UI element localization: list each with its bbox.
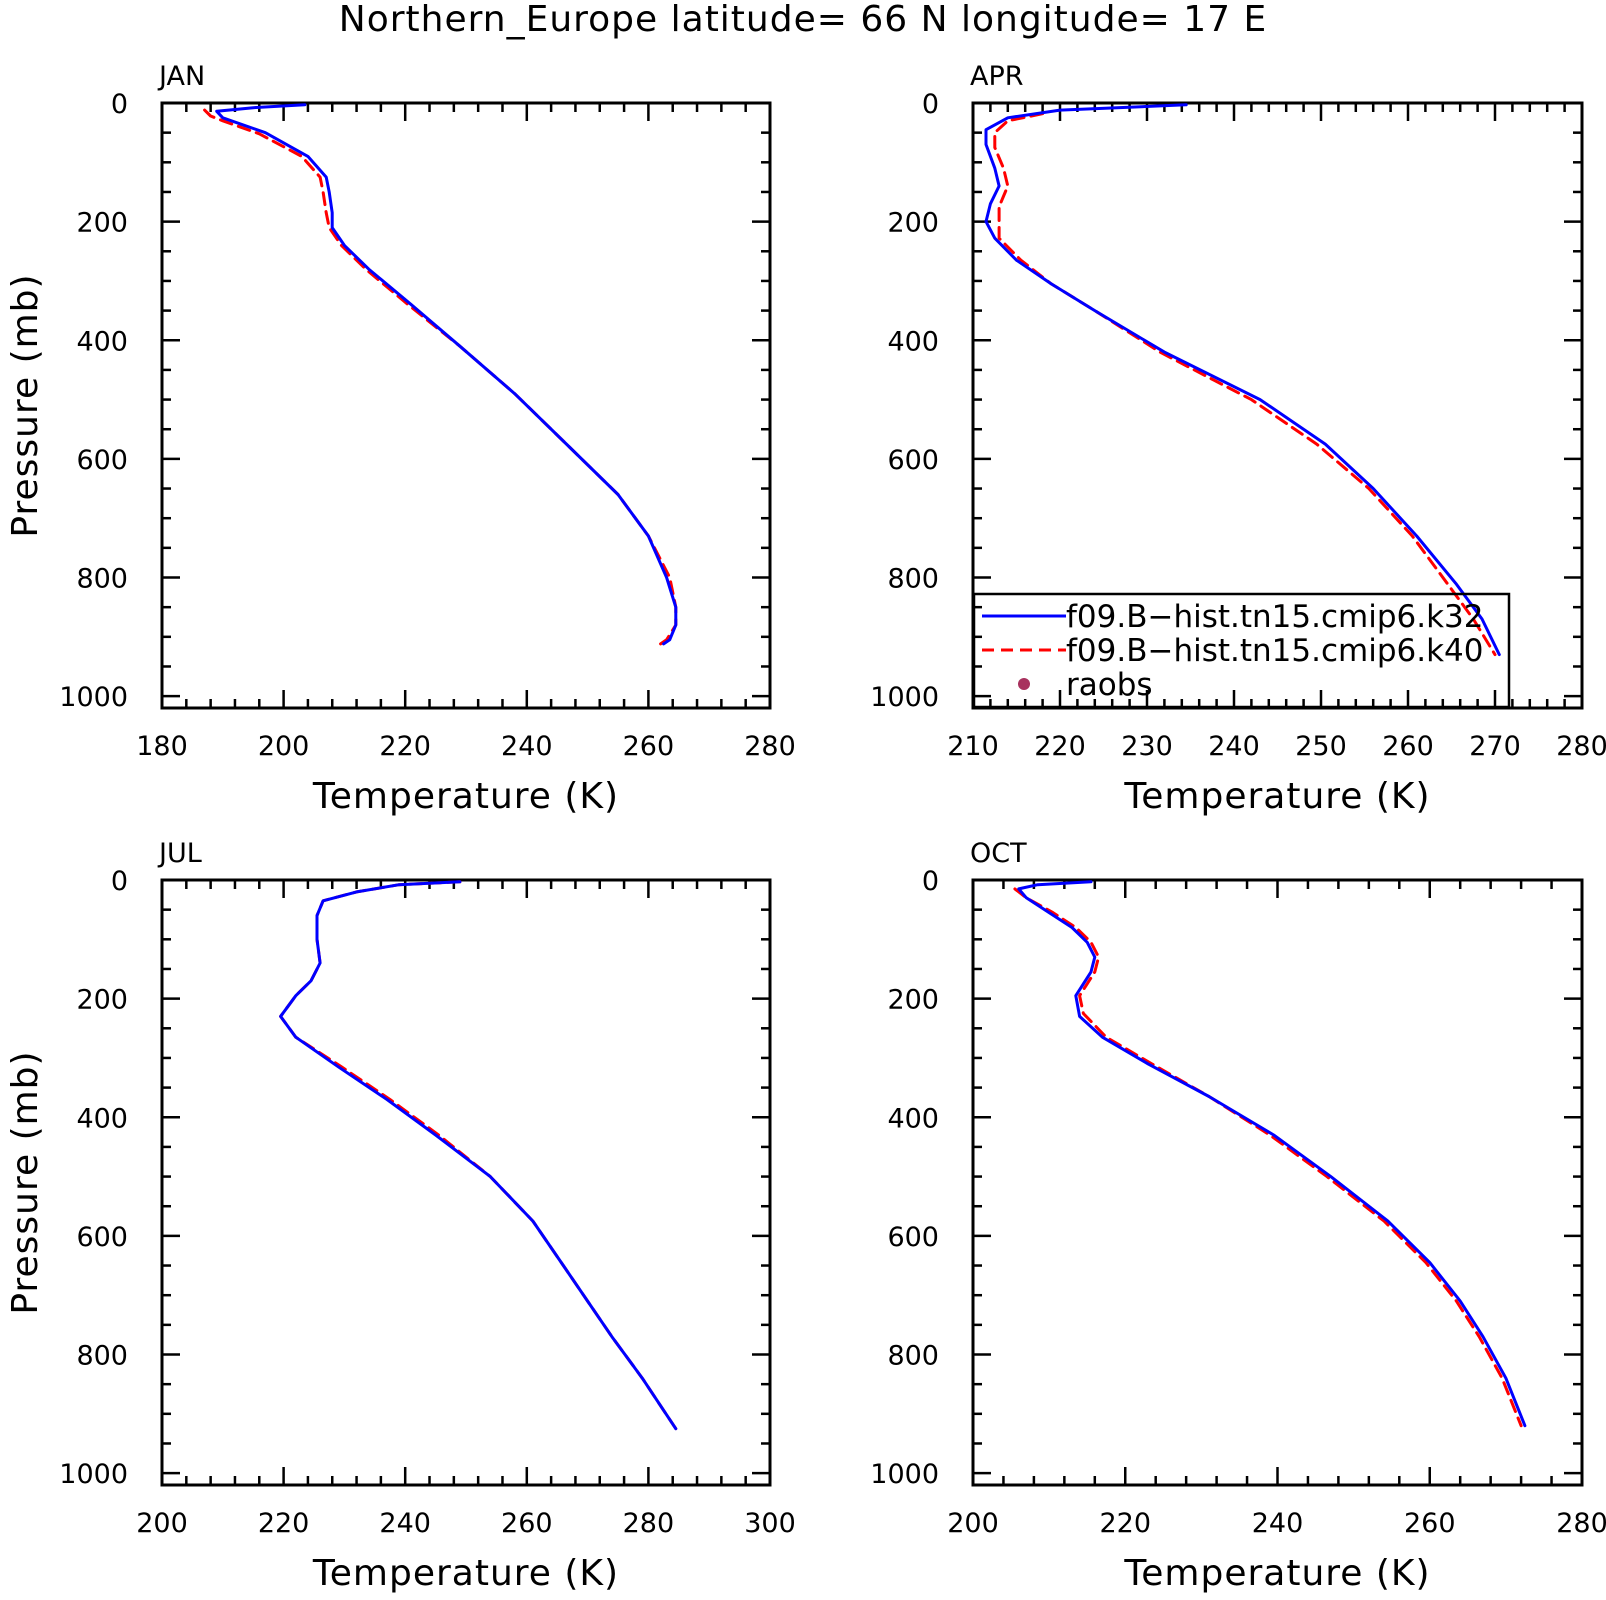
x-tick-label: 300: [744, 1508, 796, 1539]
series-line-k40: [203, 108, 678, 646]
x-tick-label: 210: [947, 731, 999, 762]
x-axis-label: Temperature (K): [1123, 776, 1430, 817]
y-tick-label: 800: [76, 564, 128, 595]
x-tick-label: 240: [1208, 731, 1260, 762]
y-axis-label: Pressure (mb): [5, 273, 46, 537]
y-tick-label: 600: [887, 445, 939, 476]
y-tick-label: 200: [887, 208, 939, 239]
x-tick-label: 280: [623, 1508, 675, 1539]
y-tick-label: 0: [922, 866, 939, 897]
panel-jan: 0 200 400 600 800 1000 180 200 220 240 260 280 JAN Te…: [5, 61, 796, 817]
x-axis-label: Temperature (K): [312, 776, 619, 817]
y-tick-label: 400: [76, 326, 128, 357]
legend-box: [972, 592, 1511, 709]
x-axis-label: Temperature (K): [1123, 1553, 1430, 1594]
x-tick-label: 240: [379, 1508, 431, 1539]
y-tick-label: 1000: [59, 1459, 128, 1490]
y-tick-label: 800: [76, 1341, 128, 1372]
y-tick-label: 200: [76, 208, 128, 239]
panel-label: JAN: [157, 61, 205, 92]
x-tick-label: 220: [379, 731, 431, 762]
plot-frame: [971, 878, 1584, 1487]
y-tick-label: 1000: [59, 682, 128, 713]
x-tick-label: 230: [1121, 731, 1173, 762]
legend-label: f09.B−hist.tn15.cmip6.k32: [1066, 599, 1484, 635]
y-tick-label: 200: [887, 985, 939, 1016]
panel-label: JUL: [157, 838, 202, 869]
y-tick-label: 400: [887, 1103, 939, 1134]
x-tick-label: 200: [136, 1508, 188, 1539]
x-tick-label: 280: [1556, 731, 1606, 762]
legend: f09.B−hist.tn15.cmip6.k32f09.B−hist.tn15…: [972, 592, 1511, 709]
series-line-k40: [1013, 887, 1523, 1428]
x-tick-label: 240: [1252, 1508, 1304, 1539]
x-tick-label: 260: [501, 1508, 553, 1539]
x-tick-label: 260: [1404, 1508, 1456, 1539]
series-line-k32: [984, 103, 1501, 657]
y-tick-label: 400: [76, 1103, 128, 1134]
panel-label: APR: [970, 61, 1024, 92]
y-tick-label: 0: [111, 89, 128, 120]
y-tick-label: 800: [887, 1341, 939, 1372]
x-tick-label: 280: [1556, 1508, 1606, 1539]
legend-marker-raobs: [1018, 678, 1030, 690]
x-tick-label: 200: [947, 1508, 999, 1539]
y-tick-label: 0: [111, 866, 128, 897]
x-tick-label: 220: [1099, 1508, 1151, 1539]
series-line-k32: [279, 880, 678, 1431]
series-line-k32: [1017, 880, 1527, 1428]
y-tick-label: 1000: [870, 682, 939, 713]
x-tick-label: 260: [1382, 731, 1434, 762]
x-tick-label: 280: [744, 731, 796, 762]
panel-label: OCT: [970, 838, 1027, 869]
y-tick-label: 600: [887, 1222, 939, 1253]
plot-frame: [160, 878, 772, 1487]
x-tick-label: 200: [258, 731, 310, 762]
x-tick-label: 270: [1469, 731, 1521, 762]
y-tick-label: 1000: [870, 1459, 939, 1490]
legend-label: f09.B−hist.tn15.cmip6.k40: [1066, 633, 1484, 669]
panel-oct: 0 200 400 600 800 1000 200 220 240 260 280 OCT Tempe…: [870, 838, 1606, 1594]
page-title: Northern_Europe latitude= 66 N longitude…: [338, 0, 1268, 40]
y-tick-label: 200: [76, 985, 128, 1016]
panel-jul: 0 200 400 600 800 1000 200 220 240 260 280 300 JUL Te…: [5, 838, 796, 1594]
panel-apr: 0 200 400 600 800 1000 210 220 230 240 250 260 270 28…: [870, 61, 1606, 817]
x-tick-label: 250: [1295, 731, 1347, 762]
x-axis-label: Temperature (K): [312, 1553, 619, 1594]
y-tick-label: 400: [887, 326, 939, 357]
y-tick-label: 0: [922, 89, 939, 120]
plot-frame: [160, 101, 772, 710]
series-line-k40: [279, 880, 678, 1431]
y-axis-label: Pressure (mb): [5, 1050, 46, 1314]
series-line-k32: [215, 103, 678, 646]
x-tick-label: 260: [623, 731, 675, 762]
legend-label: raobs: [1066, 667, 1153, 703]
x-tick-label: 220: [1034, 731, 1086, 762]
x-tick-label: 240: [501, 731, 553, 762]
y-tick-label: 600: [76, 1222, 128, 1253]
y-tick-label: 600: [76, 445, 128, 476]
series-line-k40: [993, 112, 1497, 657]
y-tick-label: 800: [887, 564, 939, 595]
x-tick-label: 180: [136, 731, 188, 762]
x-tick-label: 220: [258, 1508, 310, 1539]
